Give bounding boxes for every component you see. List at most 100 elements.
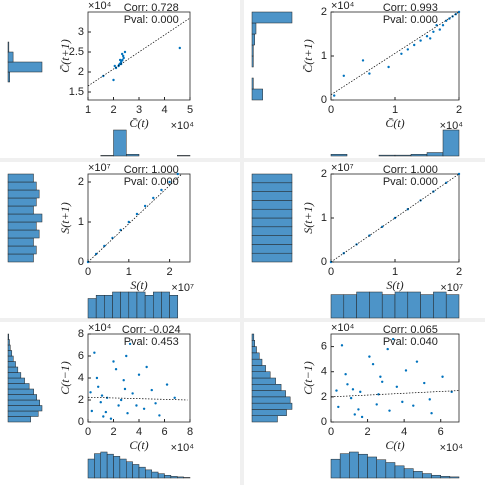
point — [361, 59, 365, 62]
y-tick-label: 0 — [321, 416, 327, 428]
x-exponent: ×10⁴ — [440, 442, 464, 454]
y-hist-bar — [251, 208, 293, 219]
x-label: S(t) — [130, 278, 147, 292]
point — [173, 396, 176, 399]
y-tick-label: 0 — [321, 256, 327, 268]
point — [150, 388, 153, 392]
point — [135, 404, 138, 407]
y-hist-bar — [251, 217, 293, 228]
x-hist-bar — [126, 154, 140, 157]
y-exponent: ×10⁷ — [331, 162, 354, 174]
x-hist-bar — [95, 295, 105, 319]
x-hist-bar — [358, 453, 368, 479]
y-hist-bar — [7, 350, 13, 357]
axes — [87, 333, 191, 423]
y-tick-label: 2 — [321, 6, 327, 18]
x-hist-bar — [87, 298, 97, 319]
y-hist-bar — [251, 11, 293, 24]
x-hist-bar — [145, 469, 152, 479]
x-hist-bar — [113, 456, 121, 479]
x-hist-bar — [378, 154, 396, 157]
point — [145, 365, 148, 369]
y-tick-label: 1 — [321, 212, 327, 224]
point — [117, 404, 120, 407]
point — [131, 392, 134, 395]
point — [152, 196, 155, 200]
y-hist-bar — [7, 253, 34, 263]
y-hist-bar — [7, 71, 10, 83]
x-hist-bar — [449, 476, 460, 479]
x-hist-bar — [367, 456, 377, 479]
x-tick-label: 2 — [456, 104, 462, 116]
x-hist-bar — [394, 154, 412, 157]
x-hist-bar — [119, 458, 127, 479]
x-hist-bar — [349, 451, 359, 479]
point — [349, 396, 353, 400]
point — [344, 373, 347, 376]
y-hist-bar — [251, 390, 286, 398]
y-hist-bar — [251, 333, 255, 341]
point — [386, 347, 389, 351]
x-exponent: ×10⁴ — [171, 120, 195, 132]
x-hist-bar — [381, 294, 396, 319]
y-label: C(t−1) — [301, 361, 315, 394]
x-tick-label: 8 — [187, 426, 193, 438]
y-tick-label: 0 — [78, 256, 84, 268]
point — [142, 407, 146, 410]
x-hist-bar — [183, 477, 191, 479]
x-exponent: ×10⁴ — [440, 120, 464, 132]
x-hist-bar — [157, 473, 165, 479]
point — [406, 48, 409, 51]
point — [112, 360, 115, 363]
point — [387, 65, 390, 69]
y-tick-label: 1.5 — [69, 86, 84, 98]
y-hist-bar — [251, 55, 254, 68]
point — [360, 415, 364, 419]
y-hist-bar — [251, 182, 293, 192]
point — [90, 409, 94, 413]
y-exponent: ×10⁴ — [88, 322, 112, 334]
x-hist-bar — [433, 291, 447, 319]
y-hist-bar — [251, 22, 257, 35]
x-hist-bar — [136, 291, 146, 319]
y-hist-bar — [251, 352, 260, 360]
y-hist-bar — [251, 226, 293, 236]
point — [359, 390, 362, 394]
x-hist-bar — [126, 461, 133, 479]
point — [335, 389, 338, 392]
y-hist-bar — [7, 410, 39, 417]
y-hist-bar — [7, 41, 10, 53]
x-tick-label: 2 — [365, 426, 371, 438]
corr-label: Corr: 0.065 — [383, 324, 438, 336]
y-hist-bar — [7, 388, 34, 395]
y-hist-bar — [251, 377, 276, 385]
x-hist-bar — [445, 294, 460, 319]
point — [168, 180, 171, 184]
point — [99, 401, 102, 404]
x-label: C̄(t) — [385, 116, 404, 130]
y-hist-bar — [251, 402, 293, 410]
x-hist-bar — [153, 291, 162, 319]
y-exponent: ×10⁴ — [331, 0, 355, 12]
corr-label: Corr: 1.000 — [383, 164, 438, 176]
point — [445, 19, 448, 22]
point — [423, 381, 426, 385]
y-hist-bar — [7, 173, 34, 183]
y-tick-label: 0 — [78, 416, 84, 428]
point — [122, 56, 125, 60]
corr-label: Corr: 0.993 — [383, 2, 438, 14]
point — [143, 204, 147, 208]
x-hist-bar — [94, 453, 101, 479]
x-hist-bar — [100, 155, 114, 157]
x-hist-bar — [144, 295, 154, 319]
x-exponent: ×10⁷ — [440, 282, 463, 294]
x-tick-label: 1 — [126, 266, 132, 278]
y-hist-bar — [7, 372, 22, 379]
y-hist-bar — [251, 33, 255, 46]
x-tick-label: 0 — [85, 266, 91, 278]
point — [109, 417, 113, 420]
point — [113, 64, 116, 68]
point — [165, 383, 169, 386]
point — [401, 400, 404, 404]
